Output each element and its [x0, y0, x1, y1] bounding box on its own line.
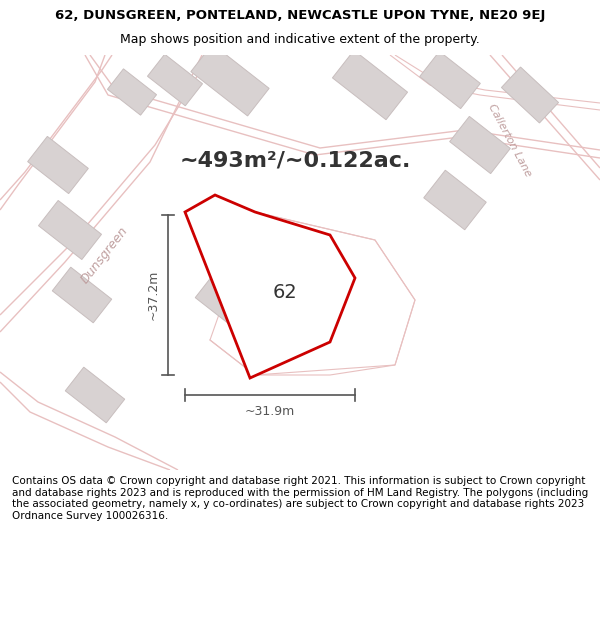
Polygon shape: [38, 201, 101, 259]
Polygon shape: [28, 136, 88, 194]
Polygon shape: [191, 44, 269, 116]
Polygon shape: [52, 267, 112, 323]
Polygon shape: [419, 51, 481, 109]
Text: 62: 62: [272, 282, 298, 301]
Polygon shape: [185, 195, 355, 378]
Polygon shape: [195, 239, 285, 331]
Polygon shape: [424, 170, 486, 230]
Text: Dunsgreen: Dunsgreen: [79, 224, 131, 286]
Polygon shape: [502, 67, 559, 123]
Text: ~493m²/~0.122ac.: ~493m²/~0.122ac.: [179, 150, 410, 170]
Text: Contains OS data © Crown copyright and database right 2021. This information is : Contains OS data © Crown copyright and d…: [12, 476, 588, 521]
Polygon shape: [332, 50, 407, 120]
Polygon shape: [107, 69, 157, 115]
Polygon shape: [65, 367, 125, 423]
Text: Map shows position and indicative extent of the property.: Map shows position and indicative extent…: [120, 33, 480, 46]
Polygon shape: [148, 54, 203, 106]
Polygon shape: [449, 116, 511, 174]
Text: ~31.9m: ~31.9m: [245, 405, 295, 418]
Text: ~37.2m: ~37.2m: [147, 270, 160, 320]
Text: 62, DUNSGREEN, PONTELAND, NEWCASTLE UPON TYNE, NE20 9EJ: 62, DUNSGREEN, PONTELAND, NEWCASTLE UPON…: [55, 9, 545, 22]
Text: Callerton Lane: Callerton Lane: [487, 102, 533, 178]
